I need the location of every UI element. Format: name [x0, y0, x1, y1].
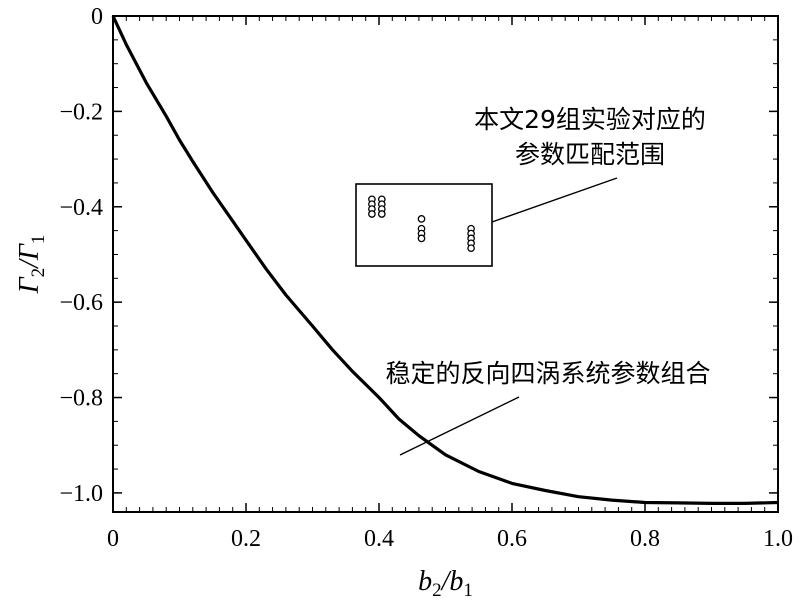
- x-axis-label: b2/b1: [418, 566, 473, 601]
- x-tick-label: 0.2: [231, 526, 261, 552]
- x-tick-label: 1.0: [763, 526, 793, 552]
- annotation-leader-experiment: [491, 177, 618, 223]
- annotation-stable-combinations: 稳定的反向四涡系统参数组合: [385, 359, 710, 388]
- y-tick-label: 0: [91, 4, 103, 30]
- x-tick-label: 0.4: [364, 526, 394, 552]
- y-tick-label: −0.6: [59, 290, 103, 316]
- y-tick-label: −0.8: [59, 386, 103, 412]
- x-tick-label: 0.8: [630, 526, 660, 552]
- x-tick-label: 0.6: [497, 526, 527, 552]
- experiment-point: [368, 210, 376, 218]
- annotation-experiment-range-line2: 参数匹配范围: [515, 140, 665, 169]
- y-axis-label: Γ2/Γ1: [14, 235, 49, 295]
- experiment-point: [417, 215, 426, 223]
- x-tick-label: 0: [107, 526, 119, 552]
- y-tick-label: −1.0: [59, 481, 103, 507]
- annotation-leader-stable: [399, 396, 520, 456]
- annotation-experiment-range-line1: 本文29组实验对应的: [474, 105, 706, 134]
- experiment-point: [377, 210, 386, 218]
- y-tick-label: −0.2: [59, 99, 103, 125]
- experiment-point: [467, 244, 475, 253]
- y-tick-label: −0.4: [59, 195, 103, 221]
- series-line: [111, 15, 779, 505]
- experiment-point: [417, 234, 426, 243]
